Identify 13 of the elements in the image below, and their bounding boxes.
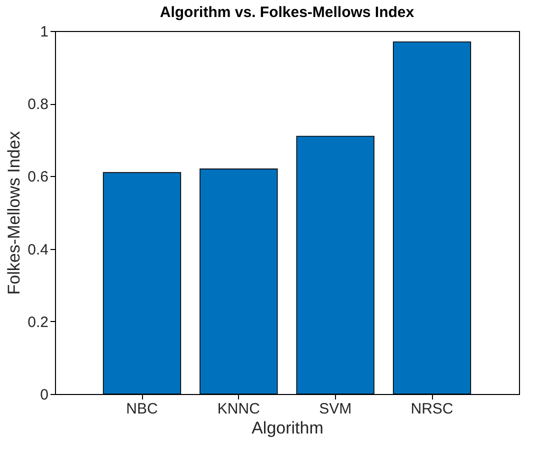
y-tick-label: 0.4 [28,241,48,258]
y-tick-label: 0 [40,386,48,404]
y-tick-label: 0.2 [28,314,48,331]
y-axis-title: Folkes-Mellows Index [4,130,24,295]
x-tick-label: NBC [126,400,158,418]
x-tick-label: SVM [319,400,352,418]
x-axis-title: Algorithm [252,418,324,438]
y-tick-label: 1 [40,24,48,40]
x-tick-label: NRSC [410,400,454,418]
chart-title: Algorithm vs. Folkes-Mellows Index [160,4,415,21]
y-tick-label: 0.6 [28,168,48,186]
x-tick-label: KNNC [217,400,260,418]
y-tick-label: 0.8 [28,96,48,114]
